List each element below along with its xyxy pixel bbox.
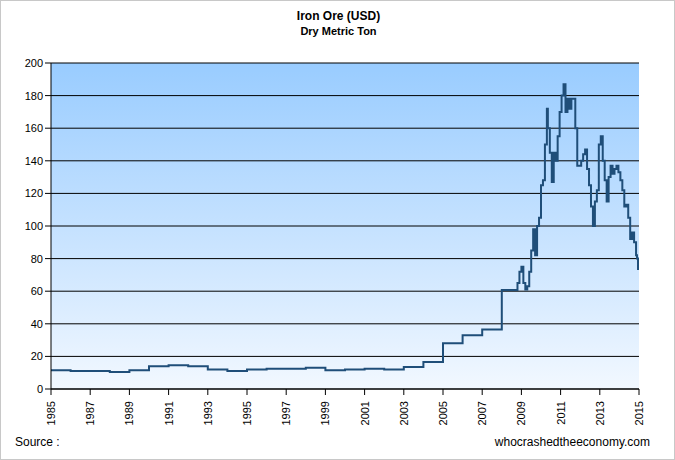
svg-text:2007: 2007 (476, 401, 488, 425)
svg-text:1985: 1985 (45, 401, 57, 425)
html-text:Source :: Source : (15, 435, 60, 449)
svg-text:2003: 2003 (398, 401, 410, 425)
svg-text:2001: 2001 (359, 401, 371, 425)
svg-text:2009: 2009 (515, 401, 527, 425)
svg-text:1993: 1993 (202, 401, 214, 425)
svg-text:1991: 1991 (163, 401, 175, 425)
html-text:whocrashedtheeconomy.com: whocrashedtheeconomy.com (494, 435, 650, 449)
svg-text:2005: 2005 (437, 401, 449, 425)
html-text:Iron Ore (USD): Iron Ore (USD) (296, 9, 381, 23)
svg-text:1997: 1997 (280, 401, 292, 425)
svg-text:1995: 1995 (241, 401, 253, 425)
svg-text:2011: 2011 (555, 401, 567, 425)
html-text:Dry Metric Ton: Dry Metric Ton (300, 25, 377, 37)
svg-text:140: 140 (25, 155, 43, 167)
svg-text:40: 40 (31, 318, 43, 330)
svg-text:160: 160 (25, 122, 43, 134)
svg-text:200: 200 (25, 57, 43, 69)
svg-text:180: 180 (25, 90, 43, 102)
svg-text:1989: 1989 (123, 401, 135, 425)
svg-text:2015: 2015 (633, 401, 645, 425)
svg-text:100: 100 (25, 220, 43, 232)
svg-text:120: 120 (25, 187, 43, 199)
svg-text:1987: 1987 (84, 401, 96, 425)
svg-text:2013: 2013 (594, 401, 606, 425)
svg-text:80: 80 (31, 253, 43, 265)
svg-text:0: 0 (37, 383, 43, 395)
svg-text:60: 60 (31, 285, 43, 297)
svg-text:20: 20 (31, 350, 43, 362)
svg-text:1999: 1999 (319, 401, 331, 425)
